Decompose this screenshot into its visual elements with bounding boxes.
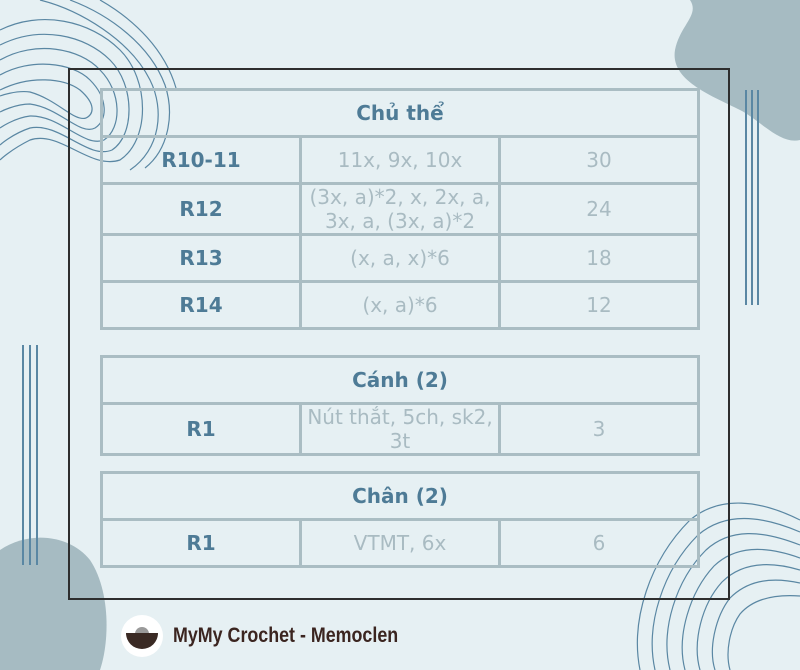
vertical-lines-left [22,345,38,565]
brand-footer: MyMy Crochet - Memoclen [121,615,438,657]
pattern-cell: Nút thắt, 5ch, sk2, 3t [299,402,501,456]
round-cell: R12 [100,182,302,236]
section-title: Chủ thể [100,88,700,138]
count-cell: 12 [498,280,700,330]
table-row: R1 VTMT, 6x 6 [100,518,700,568]
table-row: R14 (x, a)*6 12 [100,280,700,330]
pattern-cell: (x, a, x)*6 [299,233,501,283]
count-cell: 3 [498,402,700,456]
section-title: Chân (2) [100,471,700,521]
round-cell: R14 [100,280,302,330]
table-body-section: Chủ thể R10-11 11x, 9x, 10x 30 R12 (3x, a)*… [100,88,700,330]
count-cell: 6 [498,518,700,568]
contour-lines-top-left [0,0,177,171]
table-wings-section: Cánh (2) R1 Nút thắt, 5ch, sk2, 3t 3 [100,355,700,456]
brand-name: MyMy Crochet - Memoclen [173,624,399,647]
round-cell: R10-11 [100,135,302,185]
round-cell: R1 [100,402,302,456]
brand-logo [121,615,163,657]
table-row: R12 (3x, a)*2, x, 2x, a, 3x, a, (3x, a)*2… [100,182,700,236]
count-cell: 24 [498,182,700,236]
table-legs-section: Chân (2) R1 VTMT, 6x 6 [100,471,700,568]
count-cell: 30 [498,135,700,185]
pattern-cell: (x, a)*6 [299,280,501,330]
table-row: R13 (x, a, x)*6 18 [100,233,700,283]
pattern-cell: (3x, a)*2, x, 2x, a, 3x, a, (3x, a)*2 [299,182,501,236]
table-row: R10-11 11x, 9x, 10x 30 [100,135,700,185]
count-cell: 18 [498,233,700,283]
blob-top-right [674,0,800,141]
pattern-cell: 11x, 9x, 10x [299,135,501,185]
table-row: R1 Nút thắt, 5ch, sk2, 3t 3 [100,402,700,456]
round-cell: R1 [100,518,302,568]
content-frame [68,68,730,600]
blob-bottom-left [0,537,107,670]
pattern-cell: VTMT, 6x [299,518,501,568]
section-title: Cánh (2) [100,355,700,405]
vertical-lines-right [745,90,759,305]
round-cell: R13 [100,233,302,283]
